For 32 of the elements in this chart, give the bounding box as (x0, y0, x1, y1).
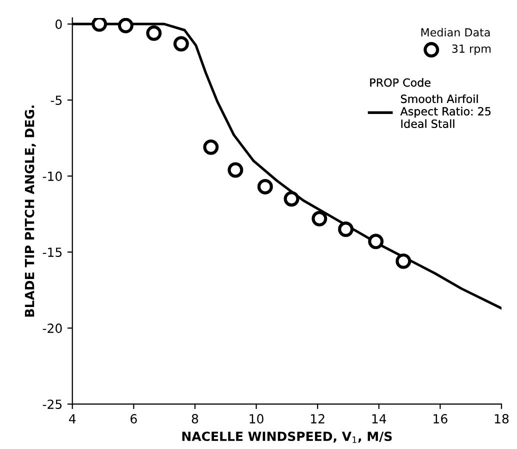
point (228, 162, 244, 178)
x-tick-label: 14 (372, 414, 386, 424)
x-tick-label: 16 (434, 414, 448, 424)
y-tick-label: -15 (42, 248, 62, 258)
point (203, 139, 219, 155)
y-tick-label: -20 (42, 324, 62, 334)
x-tick-label: 4 (69, 414, 76, 424)
x-axis-title: NACELLE WINDSPEED, V$_{1}$, M/S (182, 432, 392, 443)
x-tick-label: 12 (311, 414, 324, 424)
point (284, 191, 300, 207)
point (257, 178, 273, 194)
x-tick-label: 10 (250, 414, 264, 424)
annotation: PROP Code (370, 78, 430, 87)
annotation: Median Data (421, 28, 490, 37)
y-tick-label: -10 (42, 172, 62, 181)
x-tick-label: 8 (192, 414, 198, 424)
y-tick-label: -5 (50, 96, 62, 105)
y-tick-label: 0 (56, 20, 62, 29)
x-tick-label: 6 (130, 414, 137, 424)
x-tick-label: 18 (494, 414, 509, 424)
point (146, 25, 162, 41)
legend-label: 31 rpm (452, 44, 491, 56)
y-axis-title: BLADE TIP PITCH ANGLE, DEG. (24, 106, 36, 317)
point (173, 36, 189, 52)
legend-label: Smooth Airfoil Aspect Ratio: 25 Ideal Stall (400, 94, 491, 128)
point (118, 18, 134, 34)
point (338, 222, 354, 238)
point (396, 253, 412, 269)
point (92, 18, 108, 32)
point (368, 234, 384, 250)
point (312, 210, 328, 226)
y-tick-label: -25 (42, 400, 62, 410)
